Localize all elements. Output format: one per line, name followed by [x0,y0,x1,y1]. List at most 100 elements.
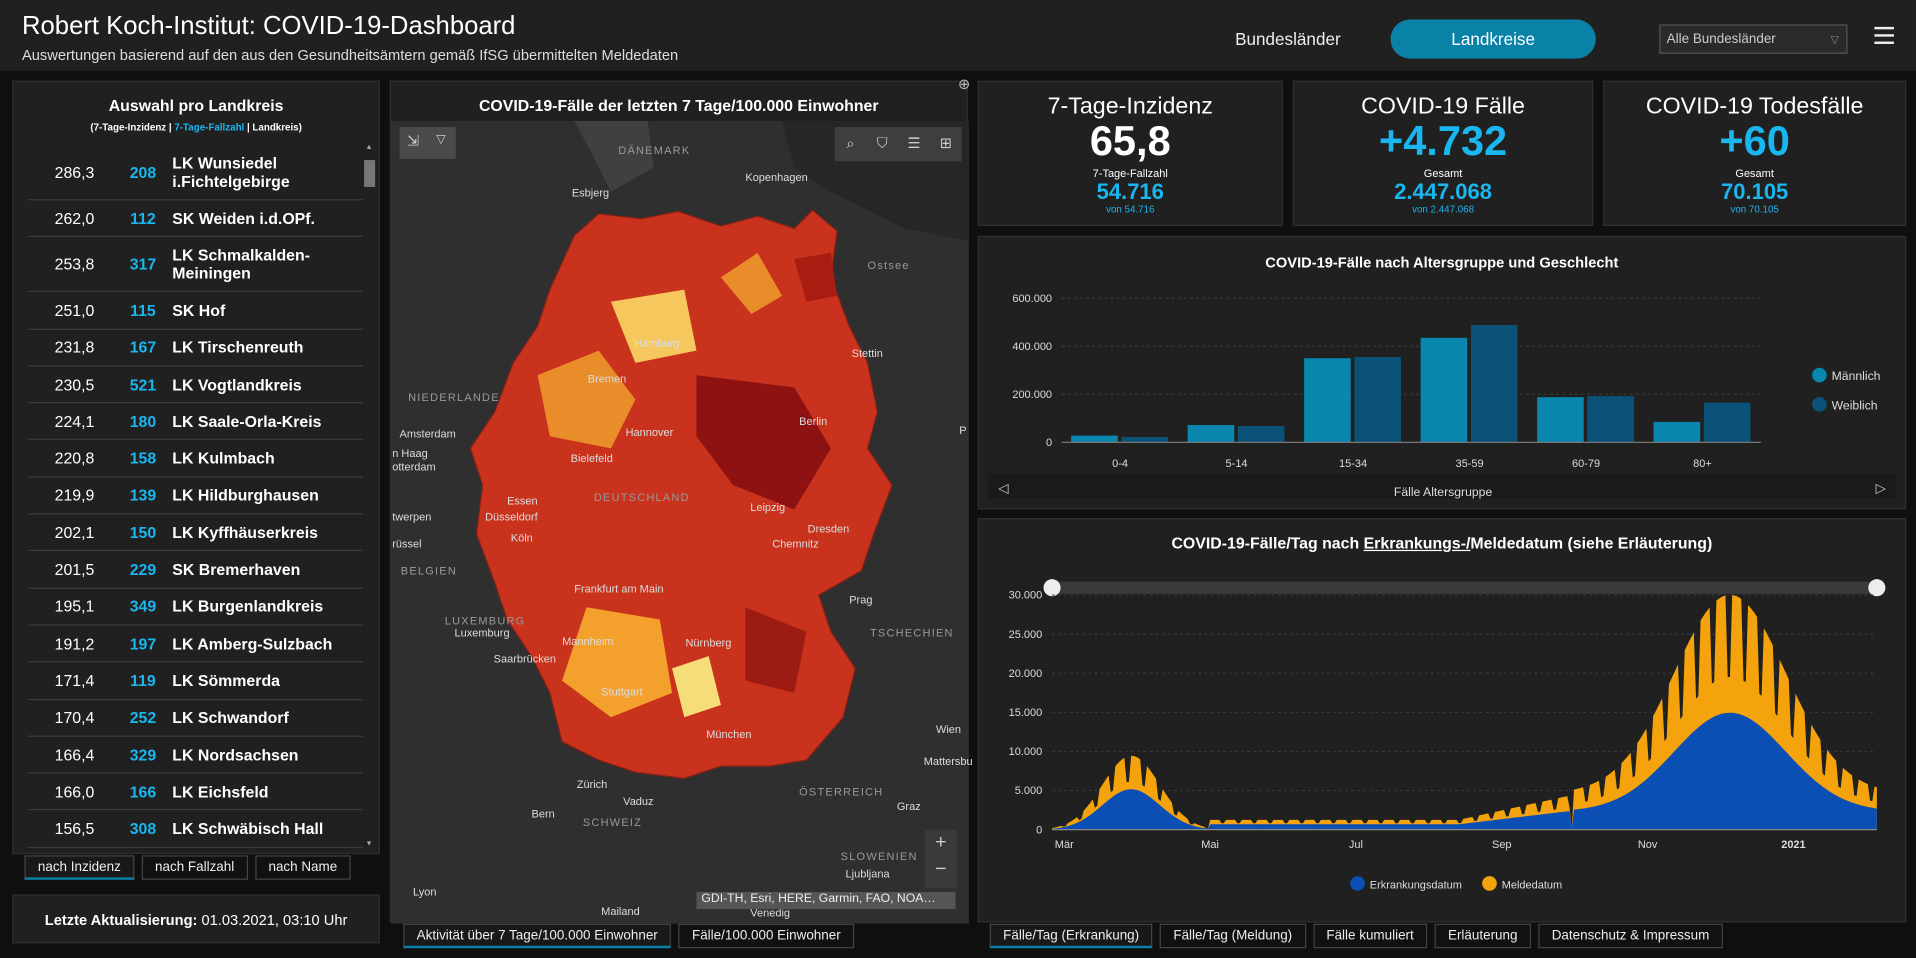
scroll-right-icon[interactable]: ▷ [1876,480,1887,495]
bar-male[interactable] [1071,435,1118,443]
zoom-in-icon[interactable]: + [935,832,947,853]
district-row[interactable]: 202,1 150 LK Kyffhäuserkreis [28,515,363,552]
district-row[interactable]: 170,4 252 LK Schwandorf [28,700,363,737]
district-row[interactable]: 253,8 317 LK Schmalkalden-Meiningen [28,237,363,293]
map-region-low-west[interactable] [537,350,636,449]
tab-cases-report[interactable]: Fälle/Tag (Meldung) [1159,923,1306,949]
indicator-sub-detail: von 2.447.068 [1412,204,1475,216]
basemap-icon[interactable]: ⊞ [939,134,952,152]
indicator-sub-value: 54.716 [1096,179,1164,205]
district-case-count: 229 [129,560,157,579]
zoom-out-icon[interactable]: − [935,858,947,880]
tab-landkreise[interactable]: Landkreise [1390,19,1596,59]
legend-label[interactable]: Meldedatum [1502,879,1562,891]
range-handle-start[interactable] [1043,579,1061,597]
bar-male[interactable] [1304,358,1351,443]
district-row[interactable]: 231,8 167 LK Tirschenreuth [28,329,363,367]
district-row[interactable]: 286,3 208 LK Wunsiedel i.Fichtelgebirge [28,145,363,201]
bar-female[interactable] [1703,402,1751,443]
bar-male[interactable] [1420,337,1468,443]
legend-label[interactable]: Erkrankungsdatum [1370,879,1462,891]
map-label-ostsee: Ostsee [867,259,910,272]
map-region-low-north[interactable] [610,289,697,363]
tab-cumulative[interactable]: Fälle kumuliert [1312,923,1428,949]
range-slider-track[interactable] [1052,581,1877,594]
bookmark-icon[interactable]: ⛉ [876,134,888,152]
tab-privacy[interactable]: Datenschutz & Impressum [1538,923,1723,949]
map-label-twerpen: twerpen [392,510,432,523]
map-region-mid-south[interactable] [562,607,673,718]
district-row[interactable]: 220,8 158 LK Kulmbach [28,440,363,478]
chevron-down-icon[interactable]: ▽ [436,133,446,147]
district-row[interactable]: 166,4 329 LK Nordsachsen [28,737,363,774]
list-icon[interactable]: ☰ [907,134,921,152]
district-row[interactable]: 156,5 308 LK Schwäbisch Hall [28,811,363,848]
map-layer-tools[interactable]: ⇲ ▽ [399,127,456,159]
map-region-high-east[interactable] [696,375,831,510]
map-label-muenchen: München [706,728,752,741]
district-row[interactable]: 224,1 180 LK Saale-Orla-Kreis [28,403,363,441]
state-dropdown[interactable]: Alle Bundesländer ▽ [1659,24,1848,54]
tab-activity[interactable]: Aktivität über 7 Tage/100.000 Einwohner [403,923,672,949]
age-chart-scroller[interactable] [988,474,1896,499]
bar-male[interactable] [1537,397,1584,443]
district-row[interactable]: 230,5 521 LK Vogtlandkreis [28,366,363,404]
series-erkrankungsdatum[interactable] [1052,712,1877,830]
district-row[interactable]: 171,4 119 LK Sömmerda [28,663,363,700]
district-row[interactable]: 195,1 349 LK Burgenlandkreis [28,589,363,626]
map-label-stuttgart: Stuttgart [601,685,643,698]
legend-label[interactable]: Weiblich [1832,398,1878,412]
district-row[interactable]: 191,2 197 LK Amberg-Sulzbach [28,626,363,663]
bar-male[interactable] [1187,425,1235,443]
epicurve-chart[interactable]: 0 5.000 10.000 15.000 20.000 25.000 30.000 Mär M… [979,556,1905,923]
tab-explanation[interactable]: Erläuterung [1434,923,1531,949]
sort-incidence-button[interactable]: nach Inzidenz [24,855,135,880]
list-scrollbar[interactable]: ▲ ▼ [362,142,378,848]
bar-female[interactable] [1587,396,1634,443]
bar-male[interactable] [1653,421,1701,443]
bar-female[interactable] [1354,357,1401,443]
district-row[interactable]: 166,0 166 LK Eichsfeld [28,774,363,811]
map-panel[interactable]: COVID-19-Fälle der letzten 7 Tage/100.00… [389,80,969,924]
range-handle-end[interactable] [1868,579,1886,597]
map-region-high-southeast[interactable] [745,607,807,693]
sort-name-button[interactable]: nach Name [255,855,351,880]
tab-bundeslaender[interactable]: Bundesländer [1235,29,1341,49]
search-icon[interactable]: ⌕ [846,134,855,152]
district-incidence: 230,5 [54,375,95,394]
map-region-hamburg-area[interactable] [720,252,783,315]
district-row[interactable]: 251,0 115 SK Hof [28,292,363,330]
scrollbar-thumb[interactable] [364,160,376,187]
bar-female[interactable] [1470,325,1518,443]
map-region-lowest[interactable] [672,656,721,718]
map-label-leipzig: Leipzig [750,500,786,514]
bar-female[interactable] [1121,437,1169,443]
district-list[interactable]: 286,3 208 LK Wunsiedel i.Fichtelgebirge 262… [13,145,363,851]
district-row[interactable]: 262,0 112 SK Weiden i.d.OPf. [28,200,363,238]
district-row[interactable]: 219,9 139 LK Hildburghausen [28,477,363,515]
map-label-bern: Bern [531,807,555,820]
scroll-left-icon[interactable]: ◁ [997,480,1009,495]
tab-cases-per-100k[interactable]: Fälle/100.000 Einwohner [678,923,855,949]
menu-icon[interactable] [1874,26,1894,44]
epicurve-title-link[interactable]: Erkrankungs-/ [1363,533,1471,553]
zoom-control[interactable]: + − [924,829,957,889]
sort-cases-button[interactable]: nach Fallzahl [141,855,248,880]
tab-cases-illness[interactable]: Fälle/Tag (Erkrankung) [989,923,1153,949]
bar-female[interactable] [1237,425,1285,443]
map-label-daenemark: DÄNEMARK [618,144,691,157]
district-case-count: 197 [129,634,157,653]
indicator-sub-detail: von 70.105 [1730,204,1779,216]
scroll-up-icon[interactable]: ▲ [365,144,373,152]
layer-icon[interactable]: ⇲ [406,131,420,150]
fullscreen-icon[interactable]: ⊕ [957,75,971,93]
district-list-panel: Auswahl pro Landkreis (7-Tage-Inzidenz |… [12,80,381,855]
legend-label[interactable]: Männlich [1832,369,1881,383]
district-row[interactable]: 201,5 229 SK Bremerhaven [28,552,363,589]
map-tabs: Aktivität über 7 Tage/100.000 Einwohner F… [403,923,861,949]
map-canvas[interactable] [391,82,969,924]
map-region-northeast[interactable] [794,252,838,302]
district-name: LK Tirschenreuth [172,338,304,357]
age-chart[interactable]: 0 200.000 400.000 600.000 0-4 5-14 15-34 35-59 6… [979,276,1905,508]
scroll-down-icon[interactable]: ▼ [365,840,373,848]
